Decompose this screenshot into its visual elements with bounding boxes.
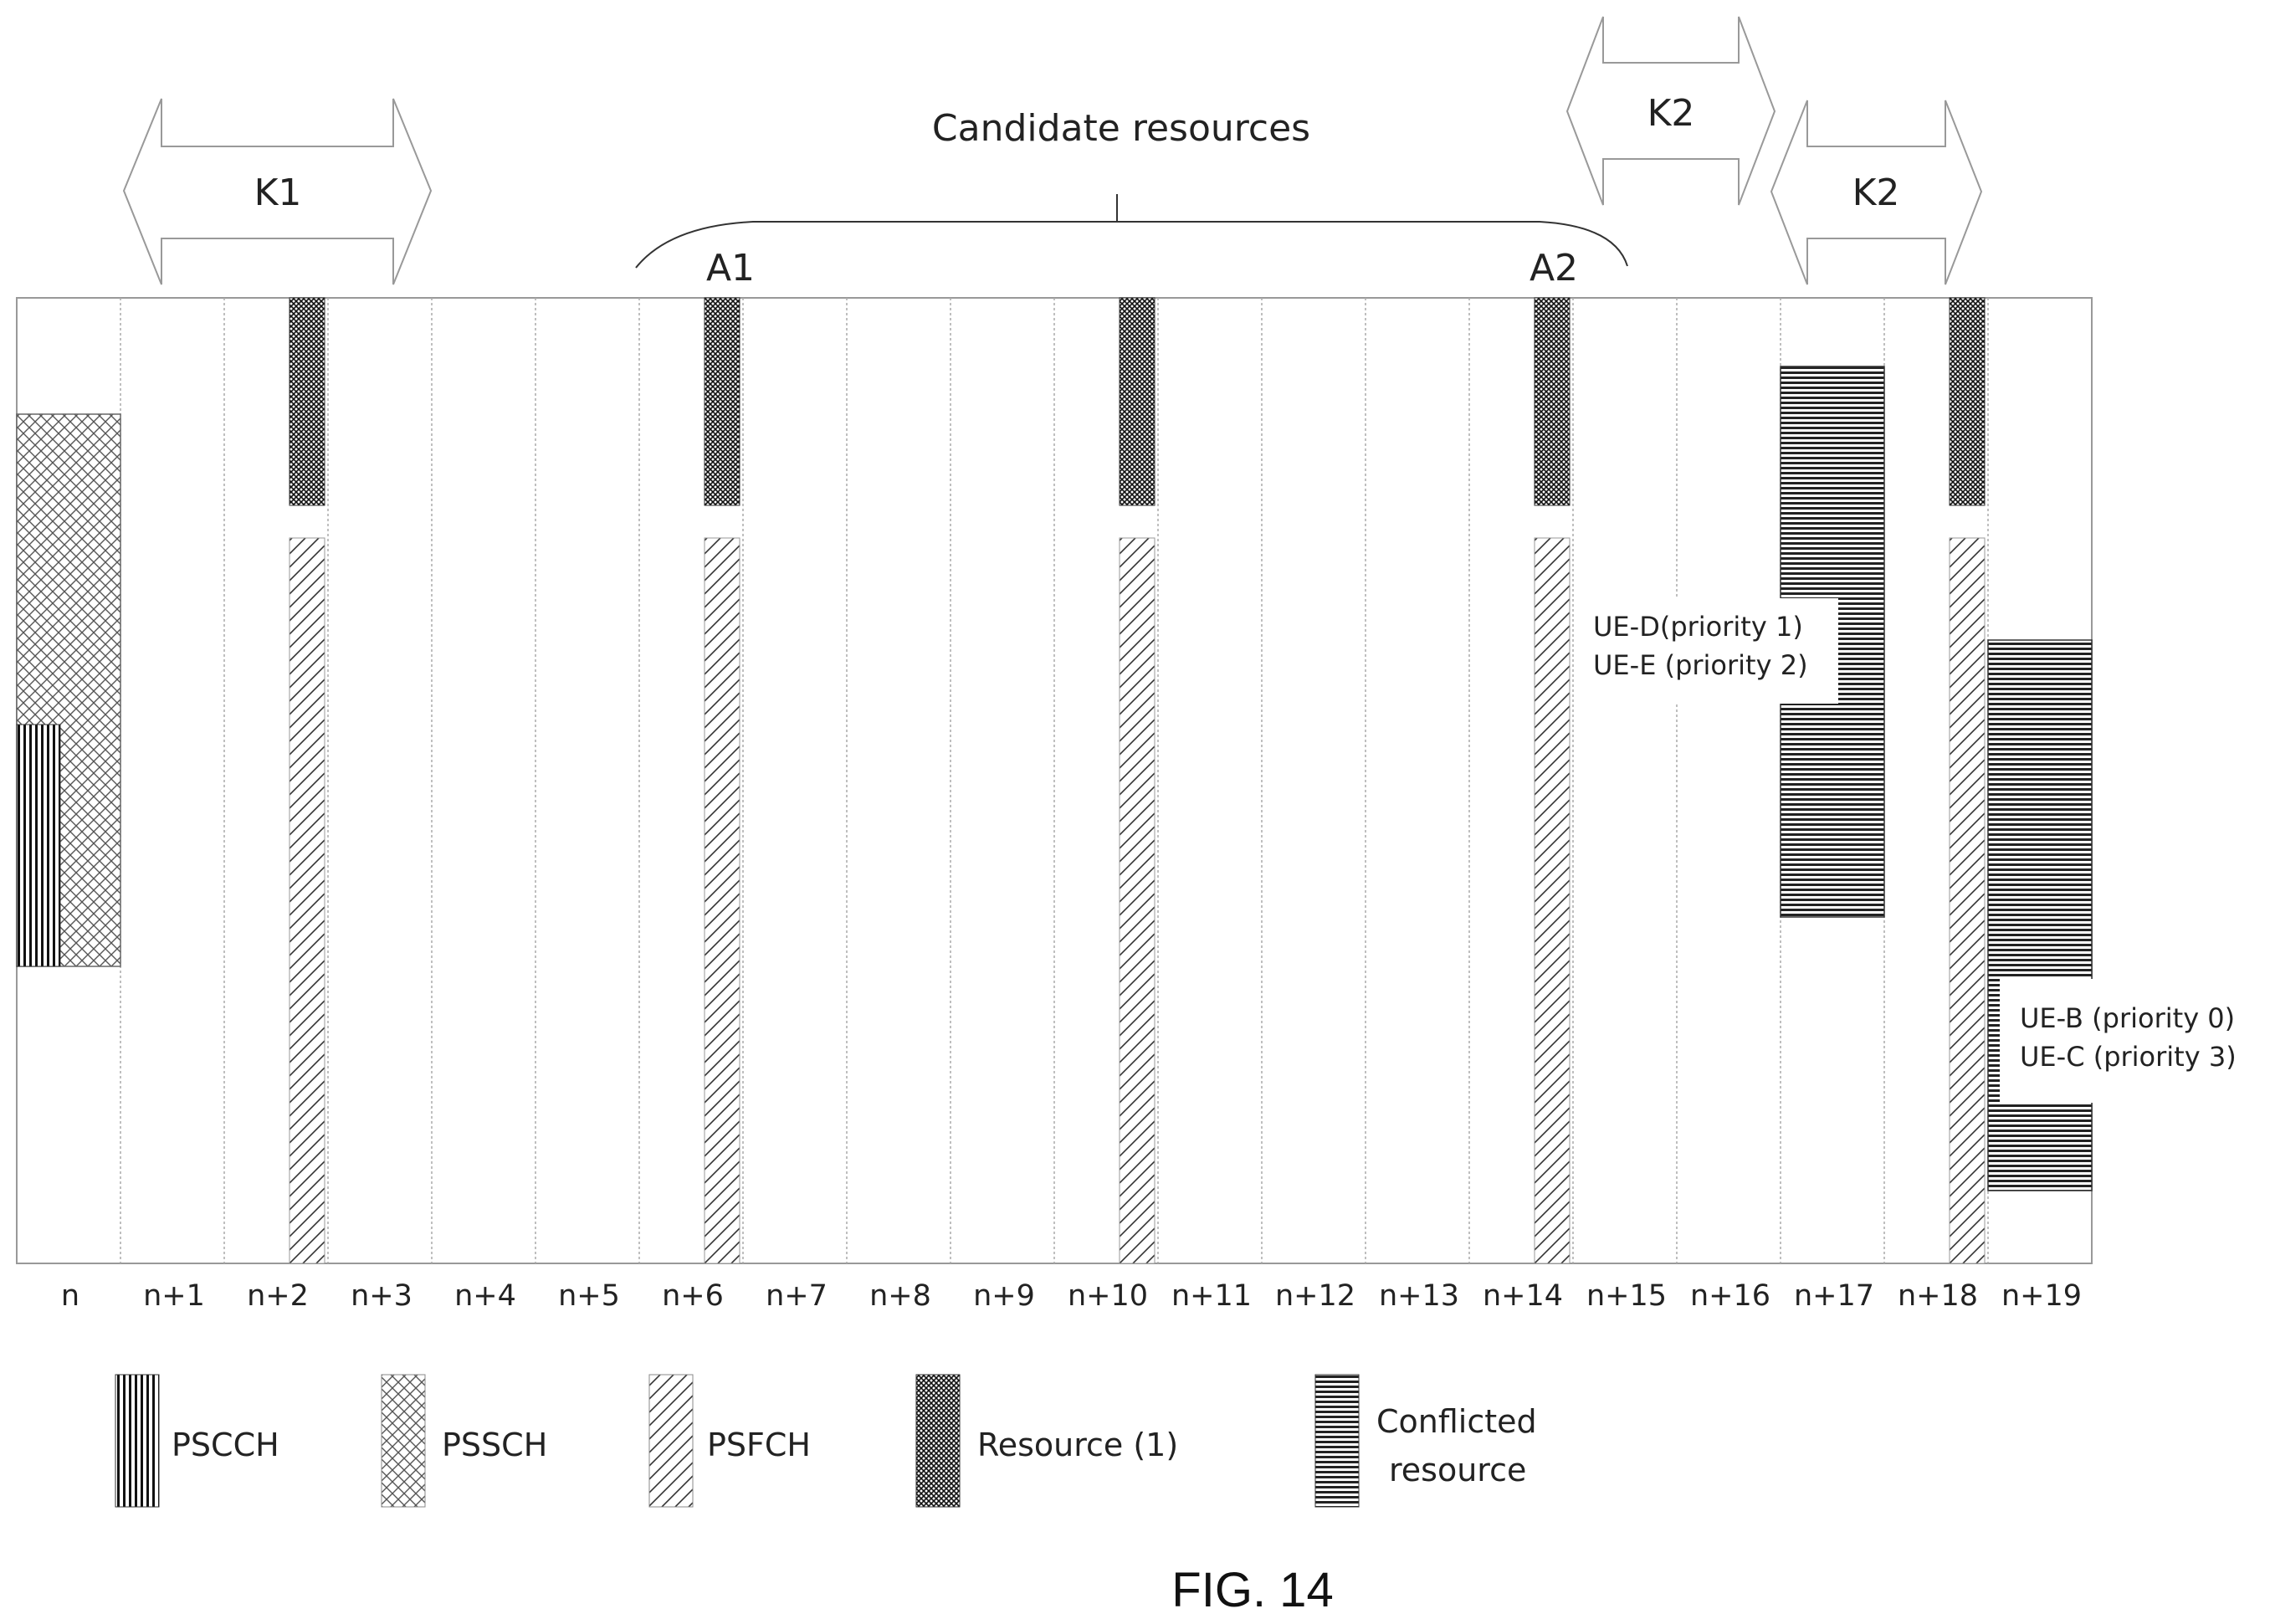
slot-label: n+14: [1483, 1279, 1563, 1313]
psfch-block: [1949, 537, 1986, 1264]
ue-de-label-bg: [1583, 598, 1838, 704]
slot-label: n+7: [766, 1279, 828, 1313]
slot-label: n+13: [1379, 1279, 1459, 1313]
candidate-brace: [635, 221, 1628, 269]
legend-resource1-label: Resource (1): [977, 1427, 1178, 1463]
slot-label: n+10: [1068, 1279, 1148, 1313]
slot-label: n+9: [973, 1279, 1035, 1313]
resource-blocks: [16, 297, 2251, 1264]
legend-pssch-swatch: [381, 1374, 426, 1508]
legend-pscch-label: PSCCH: [172, 1427, 279, 1463]
slot-label: n+15: [1586, 1279, 1667, 1313]
conflicted-resource-block: [1987, 639, 2093, 1191]
legend-conflicted-label-2: resource: [1389, 1452, 1526, 1488]
psfch-block: [704, 537, 740, 1264]
psfch-block: [289, 537, 325, 1264]
k2-lower-label: K2: [1852, 172, 1900, 214]
slot-label: n+2: [247, 1279, 309, 1313]
resource-1-block: [1534, 297, 1571, 506]
legend: PSCCH PSSCH PSFCH Resource (1) Conflicte…: [115, 1374, 1537, 1508]
legend-resource1-swatch: [915, 1374, 961, 1508]
slot-label: n+12: [1275, 1279, 1355, 1313]
legend-conflicted-label-1: Conflicted: [1376, 1403, 1537, 1440]
ue-bc-label-bg: [2000, 979, 2251, 1103]
resource-1-block: [1119, 297, 1155, 506]
k2-lower-arrow: [1770, 100, 1983, 285]
slot-labels: n n+1 n+2 n+3 n+4 n+5 n+6 n+7 n+8 n+9 n+10 n+11 n+12…: [61, 1279, 2082, 1313]
psfch-block: [1534, 537, 1571, 1264]
slot-label: n+5: [558, 1279, 620, 1313]
legend-conflicted-swatch: [1314, 1374, 1360, 1508]
slot-label: n+18: [1898, 1279, 1978, 1313]
pscch-block: [16, 724, 61, 967]
resource-1-block: [289, 297, 325, 506]
slot-label: n+16: [1690, 1279, 1770, 1313]
k1-arrow: [122, 98, 433, 285]
psfch-block: [1119, 537, 1155, 1264]
resource-1-block: [1949, 297, 1986, 506]
ue-c-label: UE-C (priority 3): [2020, 1041, 2237, 1073]
figure-label: FIG. 14: [1171, 1563, 1333, 1617]
legend-pscch-swatch: [115, 1374, 160, 1508]
k2-top-label: K2: [1647, 92, 1695, 135]
legend-psfch-label: PSFCH: [707, 1427, 811, 1463]
slot-label: n+4: [454, 1279, 516, 1313]
k2-top-arrow: [1565, 16, 1776, 206]
slot-label: n+6: [662, 1279, 724, 1313]
k1-label: K1: [254, 172, 302, 214]
slot-label: n+8: [869, 1279, 931, 1313]
ue-e-label: UE-E (priority 2): [1593, 649, 1808, 681]
slot-label: n: [61, 1279, 79, 1313]
ue-b-label: UE-B (priority 0): [2020, 1002, 2235, 1034]
slot-label: n+3: [351, 1279, 412, 1313]
legend-psfch-swatch: [648, 1374, 694, 1508]
slot-label: n+11: [1171, 1279, 1252, 1313]
ue-d-label: UE-D(priority 1): [1593, 611, 1803, 643]
candidate-resources-label: Candidate resources: [932, 107, 1310, 150]
legend-pssch-label: PSSCH: [442, 1427, 547, 1463]
marker-a1: A1: [706, 247, 755, 289]
slot-label: n+19: [2001, 1279, 2082, 1313]
slot-label: n+1: [143, 1279, 205, 1313]
resource-1-block: [704, 297, 740, 506]
slot-label: n+17: [1794, 1279, 1874, 1313]
marker-a2: A2: [1530, 247, 1578, 289]
